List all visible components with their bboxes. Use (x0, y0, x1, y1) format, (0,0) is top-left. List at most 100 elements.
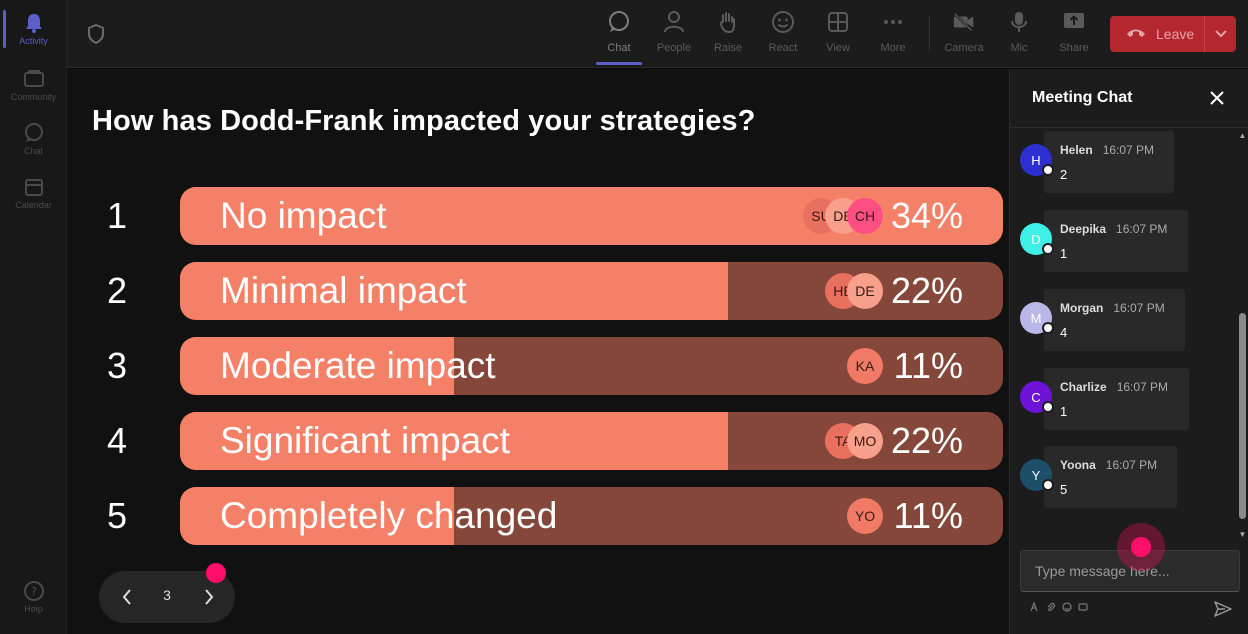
presence-indicator (1042, 479, 1054, 491)
voter-avatars: YO (847, 498, 883, 534)
poll-option[interactable]: 3 Moderate impact KA 11% (67, 337, 1009, 395)
option-number: 2 (107, 270, 128, 311)
message-text: 1 (1060, 246, 1068, 261)
voter-avatars: KA (847, 348, 883, 384)
scroll-up-icon[interactable]: ▲ (1238, 131, 1247, 140)
sender-name: Deepika (1060, 222, 1107, 236)
message-text: 2 (1060, 167, 1068, 182)
option-bar-fill (180, 412, 728, 470)
mic-button[interactable]: Mic (994, 10, 1044, 60)
raise-hand-button[interactable]: Raise (703, 10, 753, 60)
raise-label: Raise (713, 42, 743, 54)
rail-label: Help (24, 604, 43, 614)
option-bar: Completely changed YO 11% (180, 487, 1003, 545)
chat-label: Chat (607, 42, 631, 54)
message-time: 16:07 PM (1116, 380, 1169, 394)
pointer-indicator (1117, 523, 1165, 571)
rail-item-calendar[interactable]: Calendar (0, 168, 67, 218)
poll-stage: How has Dodd-Frank impacted your strateg… (67, 69, 1009, 634)
view-button[interactable]: View (813, 10, 863, 60)
gif-icon[interactable] (1078, 602, 1088, 614)
rail-label: Activity (19, 36, 48, 46)
camera-button[interactable]: Camera (939, 10, 989, 60)
presence-indicator (1042, 322, 1054, 334)
rail-label: Calendar (15, 200, 52, 210)
more-button[interactable]: More (868, 10, 918, 60)
rail-item-help[interactable]: ? Help (0, 572, 67, 622)
option-number: 1 (107, 195, 128, 236)
option-number: 5 (107, 495, 128, 536)
message-text: 1 (1060, 404, 1068, 419)
leave-separator (1204, 16, 1205, 52)
voter-avatars: TA MO (825, 423, 883, 459)
message-time: 16:07 PM (1102, 143, 1155, 157)
message-bubble: Charlize 16:07 PM 1 (1044, 368, 1189, 430)
chevron-left-icon[interactable] (115, 585, 139, 609)
message-bubble: Yoona 16:07 PM 5 (1044, 446, 1177, 508)
share-screen-icon (1062, 10, 1086, 34)
more-dots-icon (881, 10, 905, 34)
option-percent: 22% (890, 270, 963, 311)
scroll-thumb[interactable] (1239, 313, 1246, 519)
option-label: No impact (220, 195, 387, 236)
option-label: Significant impact (220, 420, 510, 461)
leave-button[interactable]: Leave (1110, 16, 1236, 52)
avatar: MO (847, 423, 883, 459)
send-icon[interactable] (1213, 599, 1233, 619)
presence-indicator (1042, 243, 1054, 255)
svg-text:?: ? (31, 585, 37, 598)
react-button[interactable]: React (758, 10, 808, 60)
option-bar: Significant impact TA MO 22% (180, 412, 1003, 470)
option-number: 4 (107, 420, 128, 461)
poll-option[interactable]: 4 Significant impact TA MO 22% (67, 412, 1009, 470)
message-text: 5 (1060, 482, 1068, 497)
toolbar-divider (929, 16, 930, 52)
camera-off-icon (952, 10, 976, 34)
message-text: 4 (1060, 325, 1068, 340)
chat-scrollbar[interactable]: ▲ ▼ (1237, 129, 1248, 542)
emoji-icon[interactable] (1062, 602, 1072, 614)
share-button[interactable]: Share (1049, 10, 1099, 60)
close-icon[interactable] (1208, 89, 1226, 107)
chat-icon (23, 122, 45, 144)
option-label: Moderate impact (220, 345, 496, 386)
chevron-down-icon (1214, 25, 1227, 43)
meeting-toolbar: Chat People Raise React View More (67, 0, 1248, 68)
page-number: 3 (163, 587, 171, 603)
poll-option[interactable]: 5 Completely changed YO 11% (67, 487, 1009, 545)
sender-name: Morgan (1060, 301, 1104, 315)
message-time: 16:07 PM (1113, 301, 1165, 315)
scroll-down-icon[interactable]: ▼ (1238, 530, 1247, 539)
view-label: View (826, 42, 850, 54)
option-bar-fill (180, 337, 454, 395)
rail-item-chat[interactable]: Chat (0, 114, 67, 164)
react-label: React (768, 42, 798, 54)
attach-icon[interactable] (1046, 602, 1056, 614)
option-bar: No impact SU DE CH 34% (180, 187, 1003, 245)
shield-icon (87, 23, 105, 49)
poll-option[interactable]: 1 No impact SU DE CH 34% (67, 187, 1009, 245)
message-bubble: Deepika 16:07 PM 1 (1044, 210, 1188, 272)
message-input[interactable] (1020, 550, 1240, 592)
more-label: More (880, 42, 906, 54)
avatar: YO (847, 498, 883, 534)
chat-button[interactable]: Chat (594, 10, 644, 60)
smiley-icon (771, 10, 795, 34)
bell-icon (23, 12, 45, 34)
rail-item-community[interactable]: Community (0, 60, 67, 110)
message-time: 16:07 PM (1105, 458, 1158, 472)
avatar: KA (847, 348, 883, 384)
option-label: Minimal impact (220, 270, 467, 311)
format-icon[interactable] (1030, 601, 1040, 614)
option-bar: Moderate impact KA 11% (180, 337, 1003, 395)
voter-avatars: HE DE (825, 273, 883, 309)
poll-option[interactable]: 2 Minimal impact HE DE 22% (67, 262, 1009, 320)
option-percent: 11% (893, 495, 963, 536)
rail-label: Community (10, 92, 57, 102)
chevron-right-icon[interactable] (197, 585, 221, 609)
people-label: People (656, 42, 692, 54)
rail-item-activity[interactable]: Activity (0, 4, 67, 54)
leave-options-button[interactable] (1205, 25, 1236, 43)
people-button[interactable]: People (649, 10, 699, 60)
avatar[interactable]: M (1020, 302, 1052, 334)
